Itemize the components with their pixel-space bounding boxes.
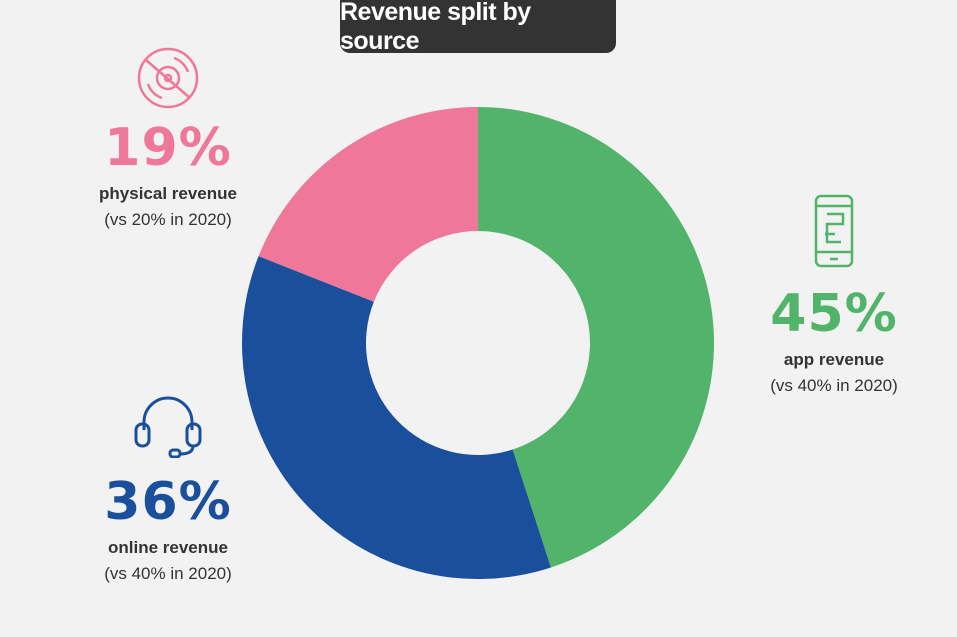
online-revenue-block: 36% online revenue (vs 40% in 2020) [88, 394, 248, 584]
physical-comparison: (vs 20% in 2020) [104, 210, 232, 229]
app-comparison: (vs 40% in 2020) [770, 376, 898, 395]
app-revenue-block: 45% app revenue (vs 40% in 2020) [754, 194, 914, 396]
chart-title: Revenue split by source [340, 0, 531, 55]
donut-slice-physical [258, 107, 478, 302]
online-comparison: (vs 40% in 2020) [104, 564, 232, 583]
physical-label: physical revenue [99, 184, 237, 203]
online-percent: 36% [104, 472, 232, 532]
online-label: online revenue [108, 538, 228, 557]
app-label: app revenue [783, 350, 885, 369]
disc-icon [137, 47, 199, 109]
chart-title-banner: Revenue split by source [340, 0, 616, 55]
physical-percent: 19% [104, 118, 232, 178]
donut-slice-app [478, 107, 714, 568]
app-percent: 45% [770, 284, 898, 344]
physical-revenue-block: 19% physical revenue (vs 20% in 2020) [88, 46, 248, 230]
headset-icon [134, 396, 202, 458]
smartphone-icon [814, 194, 854, 268]
donut-slice-online [241, 256, 551, 580]
